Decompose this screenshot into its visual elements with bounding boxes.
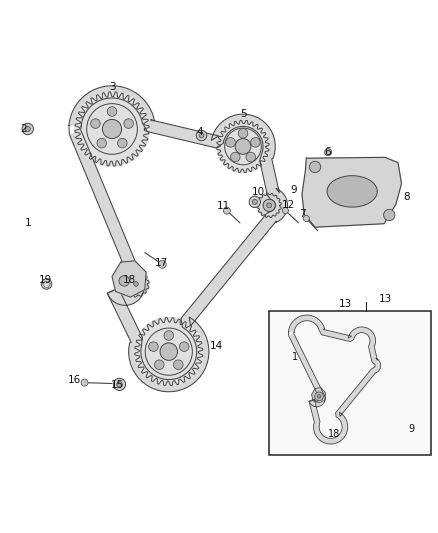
Circle shape (107, 107, 117, 116)
Circle shape (148, 342, 158, 351)
Circle shape (124, 119, 134, 128)
Text: 18: 18 (123, 276, 136, 286)
Circle shape (267, 203, 272, 208)
Text: 7: 7 (299, 209, 305, 219)
Circle shape (317, 394, 321, 398)
Circle shape (25, 126, 30, 132)
Circle shape (199, 133, 204, 138)
Text: 1: 1 (292, 352, 298, 362)
Circle shape (230, 152, 240, 162)
Text: 11: 11 (217, 201, 230, 211)
Circle shape (235, 139, 251, 154)
Circle shape (97, 138, 106, 148)
Circle shape (102, 119, 122, 139)
Circle shape (238, 128, 248, 138)
Text: 3: 3 (109, 82, 115, 92)
Circle shape (252, 199, 258, 205)
Circle shape (283, 207, 288, 214)
Circle shape (251, 138, 260, 147)
Text: 16: 16 (68, 375, 81, 385)
Text: 15: 15 (111, 380, 124, 390)
Circle shape (135, 318, 203, 386)
Circle shape (315, 392, 323, 401)
Text: 2: 2 (20, 124, 27, 134)
Text: 17: 17 (155, 258, 168, 268)
Polygon shape (112, 261, 146, 297)
Text: 18: 18 (328, 429, 340, 439)
Circle shape (179, 342, 189, 351)
Text: 13: 13 (339, 298, 352, 309)
Polygon shape (312, 387, 325, 403)
Text: 14: 14 (210, 341, 223, 351)
Circle shape (325, 149, 332, 156)
Circle shape (223, 207, 230, 214)
Text: 9: 9 (408, 424, 414, 434)
Circle shape (155, 360, 164, 369)
Polygon shape (302, 157, 402, 227)
Circle shape (217, 120, 269, 173)
Circle shape (22, 123, 33, 135)
Text: 10: 10 (252, 187, 265, 197)
Circle shape (226, 138, 235, 147)
Circle shape (196, 130, 207, 141)
Circle shape (123, 271, 149, 297)
Circle shape (372, 362, 377, 367)
Circle shape (164, 330, 173, 340)
Circle shape (257, 193, 282, 217)
Text: 12: 12 (281, 200, 295, 211)
Polygon shape (289, 315, 381, 444)
Circle shape (160, 343, 177, 360)
Text: 9: 9 (291, 185, 297, 195)
Circle shape (249, 196, 261, 207)
Text: 13: 13 (379, 294, 392, 304)
Circle shape (158, 261, 166, 268)
Circle shape (384, 209, 395, 221)
Ellipse shape (327, 176, 377, 207)
Circle shape (117, 382, 122, 387)
Text: 6: 6 (324, 147, 331, 157)
Circle shape (75, 92, 149, 166)
Text: 8: 8 (403, 192, 410, 201)
Text: 5: 5 (240, 109, 246, 119)
Text: 4: 4 (196, 127, 203, 137)
Circle shape (263, 199, 276, 212)
Circle shape (370, 360, 379, 369)
Text: 19: 19 (39, 276, 52, 286)
Circle shape (41, 279, 52, 289)
Circle shape (173, 360, 183, 369)
Circle shape (246, 152, 255, 162)
Circle shape (119, 276, 130, 286)
Bar (269, 311, 431, 455)
Circle shape (91, 119, 100, 128)
Circle shape (134, 282, 138, 286)
Circle shape (309, 161, 321, 173)
Polygon shape (69, 86, 287, 392)
Circle shape (303, 215, 309, 222)
Circle shape (131, 278, 142, 289)
Circle shape (117, 138, 127, 148)
Circle shape (81, 379, 88, 386)
Circle shape (113, 378, 126, 391)
Text: 1: 1 (25, 218, 31, 228)
